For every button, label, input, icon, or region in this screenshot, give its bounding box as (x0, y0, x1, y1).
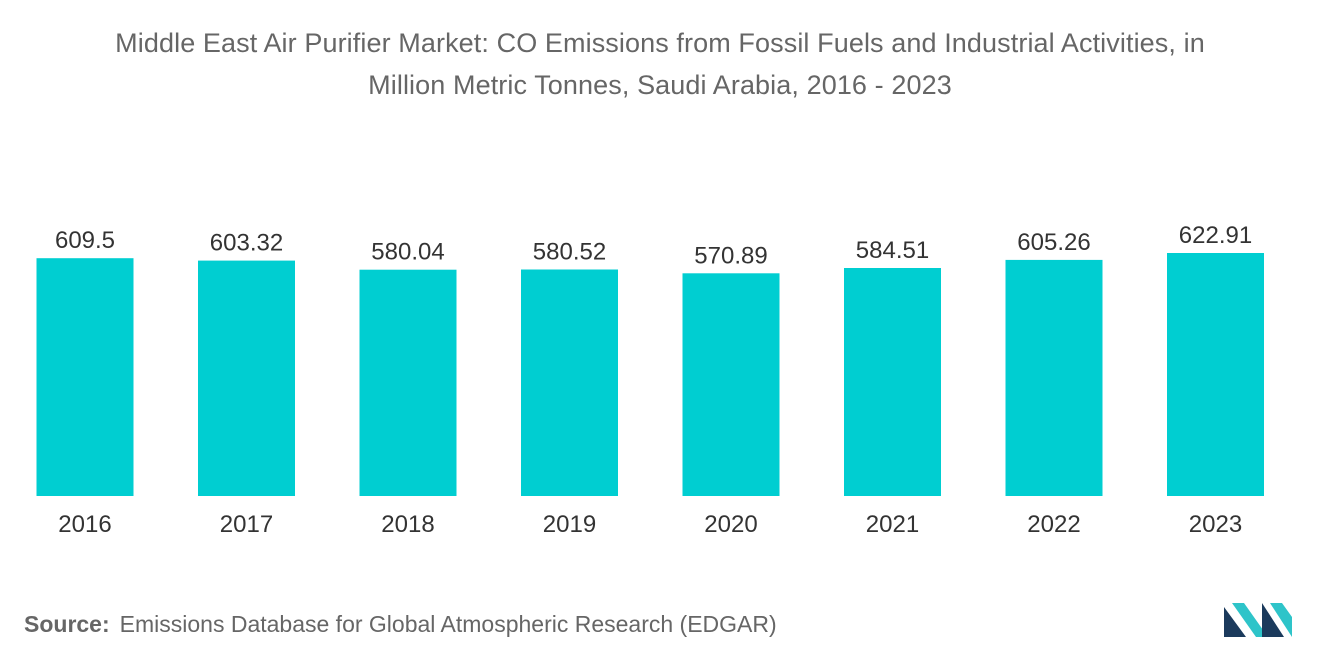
chart-title-line-1: Middle East Air Purifier Market: CO Emis… (115, 28, 1205, 58)
value-label-2016: 609.5 (55, 227, 115, 254)
x-tick-label-2018: 2018 (381, 511, 434, 538)
value-label-2020: 570.89 (694, 242, 767, 269)
company-logo-icon (1224, 603, 1292, 637)
x-tick-label-2021: 2021 (866, 511, 919, 538)
bar-2023 (1167, 253, 1264, 496)
bar-2022 (1005, 259, 1103, 496)
bar-2019 (521, 269, 618, 496)
value-label-2017: 603.32 (210, 230, 283, 257)
value-label-2022: 605.26 (1017, 229, 1090, 256)
bar-2017 (198, 260, 295, 496)
x-tick-label-2019: 2019 (543, 511, 596, 538)
value-label-2023: 622.91 (1179, 222, 1252, 249)
source-text: Emissions Database for Global Atmospheri… (119, 611, 777, 637)
x-tick-label-2016: 2016 (58, 511, 111, 538)
value-label-2021: 584.51 (856, 237, 929, 264)
source-note: Source: Emissions Database for Global Atm… (24, 611, 777, 638)
value-label-2018: 580.04 (371, 239, 444, 266)
x-tick-label-2017: 2017 (220, 511, 273, 538)
bar-2018 (359, 269, 457, 496)
chart-title-line-2: Million Metric Tonnes, Saudi Arabia, 201… (368, 70, 952, 100)
source-label: Source: (24, 611, 110, 637)
bar-2021 (844, 268, 941, 496)
value-label-2019: 580.52 (533, 239, 606, 266)
x-tick-label-2022: 2022 (1027, 511, 1080, 538)
bar-2016 (36, 258, 134, 496)
bar-2020 (682, 273, 780, 496)
x-tick-label-2023: 2023 (1189, 511, 1242, 538)
chart-title: Middle East Air Purifier Market: CO Emis… (0, 22, 1320, 106)
x-tick-label-2020: 2020 (704, 511, 757, 538)
